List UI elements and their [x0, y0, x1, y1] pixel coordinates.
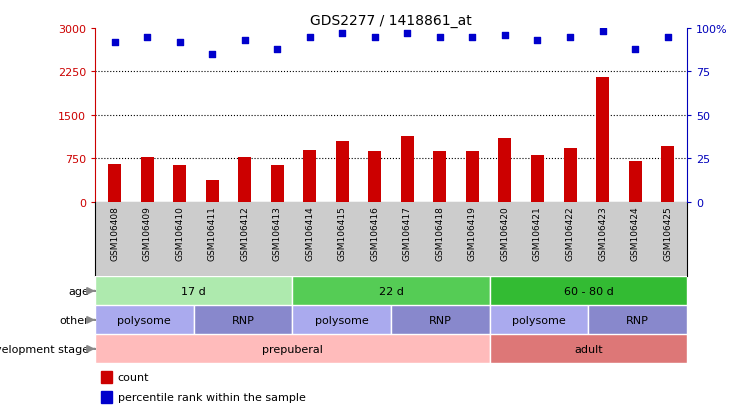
Text: GSM106425: GSM106425: [663, 206, 672, 261]
Bar: [140, 158, 154, 202]
Point: [434, 34, 446, 41]
Text: GSM106418: GSM106418: [436, 206, 444, 261]
Point: [531, 38, 543, 44]
Bar: [433, 152, 447, 202]
Bar: [205, 180, 219, 202]
Text: GSM106416: GSM106416: [371, 206, 379, 261]
Bar: [108, 164, 121, 202]
Point: [271, 46, 283, 53]
Text: adult: adult: [574, 344, 603, 354]
Text: 60 - 80 d: 60 - 80 d: [564, 286, 613, 296]
Point: [304, 34, 316, 41]
Text: polysome: polysome: [118, 315, 171, 325]
Title: GDS2277 / 1418861_at: GDS2277 / 1418861_at: [310, 14, 472, 28]
Text: GSM106422: GSM106422: [566, 206, 575, 261]
Text: other: other: [59, 315, 89, 325]
Text: RNP: RNP: [626, 315, 649, 325]
Bar: [564, 149, 577, 202]
Point: [141, 34, 153, 41]
Bar: [95, 306, 194, 335]
Point: [401, 31, 413, 38]
Text: RNP: RNP: [232, 315, 254, 325]
Point: [596, 29, 608, 36]
Bar: [391, 306, 490, 335]
Text: GSM106421: GSM106421: [533, 206, 542, 261]
Bar: [629, 162, 642, 202]
Point: [206, 52, 218, 58]
Text: GSM106420: GSM106420: [501, 206, 510, 261]
Text: age: age: [68, 286, 89, 296]
Bar: [270, 165, 284, 202]
Bar: [490, 335, 687, 363]
Text: GSM106424: GSM106424: [631, 206, 640, 261]
Bar: [490, 277, 687, 306]
Bar: [661, 147, 674, 202]
Text: 22 d: 22 d: [379, 286, 404, 296]
Bar: [401, 137, 414, 202]
Bar: [531, 156, 544, 202]
Text: GSM106412: GSM106412: [240, 206, 249, 261]
Bar: [292, 277, 490, 306]
Text: GSM106413: GSM106413: [273, 206, 281, 261]
Point: [336, 31, 348, 38]
Text: development stage: development stage: [0, 344, 89, 354]
Point: [564, 34, 576, 41]
Bar: [499, 139, 512, 202]
Text: GSM106414: GSM106414: [306, 206, 314, 261]
Point: [629, 46, 641, 53]
Point: [499, 33, 511, 39]
Bar: [101, 371, 112, 383]
Bar: [368, 152, 382, 202]
Text: count: count: [118, 372, 149, 382]
Bar: [95, 277, 292, 306]
Bar: [101, 391, 112, 403]
Text: polysome: polysome: [512, 315, 566, 325]
Point: [174, 40, 186, 46]
Bar: [336, 142, 349, 202]
Text: GSM106415: GSM106415: [338, 206, 346, 261]
Text: percentile rank within the sample: percentile rank within the sample: [118, 392, 306, 402]
Bar: [173, 165, 186, 202]
Bar: [303, 150, 317, 202]
Text: GSM106419: GSM106419: [468, 206, 477, 261]
Bar: [596, 78, 609, 202]
Text: GSM106423: GSM106423: [598, 206, 607, 261]
Point: [662, 34, 673, 41]
Bar: [292, 306, 391, 335]
Text: GSM106411: GSM106411: [208, 206, 216, 261]
Point: [466, 34, 478, 41]
Text: GSM106408: GSM106408: [110, 206, 119, 261]
Text: polysome: polysome: [315, 315, 368, 325]
Text: 17 d: 17 d: [181, 286, 206, 296]
Bar: [238, 158, 251, 202]
Point: [369, 34, 381, 41]
Point: [239, 38, 251, 44]
Text: RNP: RNP: [429, 315, 452, 325]
Text: GSM106409: GSM106409: [143, 206, 151, 261]
Text: GSM106410: GSM106410: [175, 206, 184, 261]
Point: [109, 40, 121, 46]
Bar: [490, 306, 588, 335]
Bar: [466, 152, 479, 202]
Text: GSM106417: GSM106417: [403, 206, 412, 261]
Bar: [588, 306, 687, 335]
Bar: [95, 335, 490, 363]
Bar: [194, 306, 292, 335]
Text: prepuberal: prepuberal: [262, 344, 323, 354]
